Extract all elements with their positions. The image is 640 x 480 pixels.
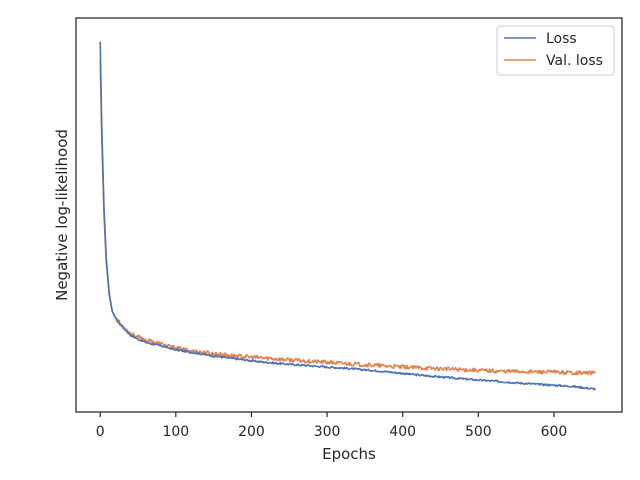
y-axis-label: Negative log-likelihood xyxy=(53,129,71,301)
legend: Loss Val. loss xyxy=(496,25,615,76)
x-tick-label: 0 xyxy=(96,424,105,440)
x-tick-label: 100 xyxy=(162,424,189,440)
series-layer xyxy=(99,41,597,391)
series-line-loss xyxy=(99,41,597,391)
x-tick-label: 400 xyxy=(389,424,416,440)
series-line-val-loss xyxy=(99,61,596,376)
x-axis-ticks: 0 100 200 300 400 500 600 xyxy=(96,412,568,440)
x-tick-label: 500 xyxy=(465,424,492,440)
plot-area xyxy=(75,17,623,413)
x-tick-label: 300 xyxy=(314,424,341,440)
x-tick-label: 600 xyxy=(541,424,568,440)
x-axis-label: Epochs xyxy=(322,445,376,463)
x-tick-label: 200 xyxy=(238,424,265,440)
legend-label-val-loss: Val. loss xyxy=(546,53,603,69)
legend-label-loss: Loss xyxy=(546,31,577,47)
